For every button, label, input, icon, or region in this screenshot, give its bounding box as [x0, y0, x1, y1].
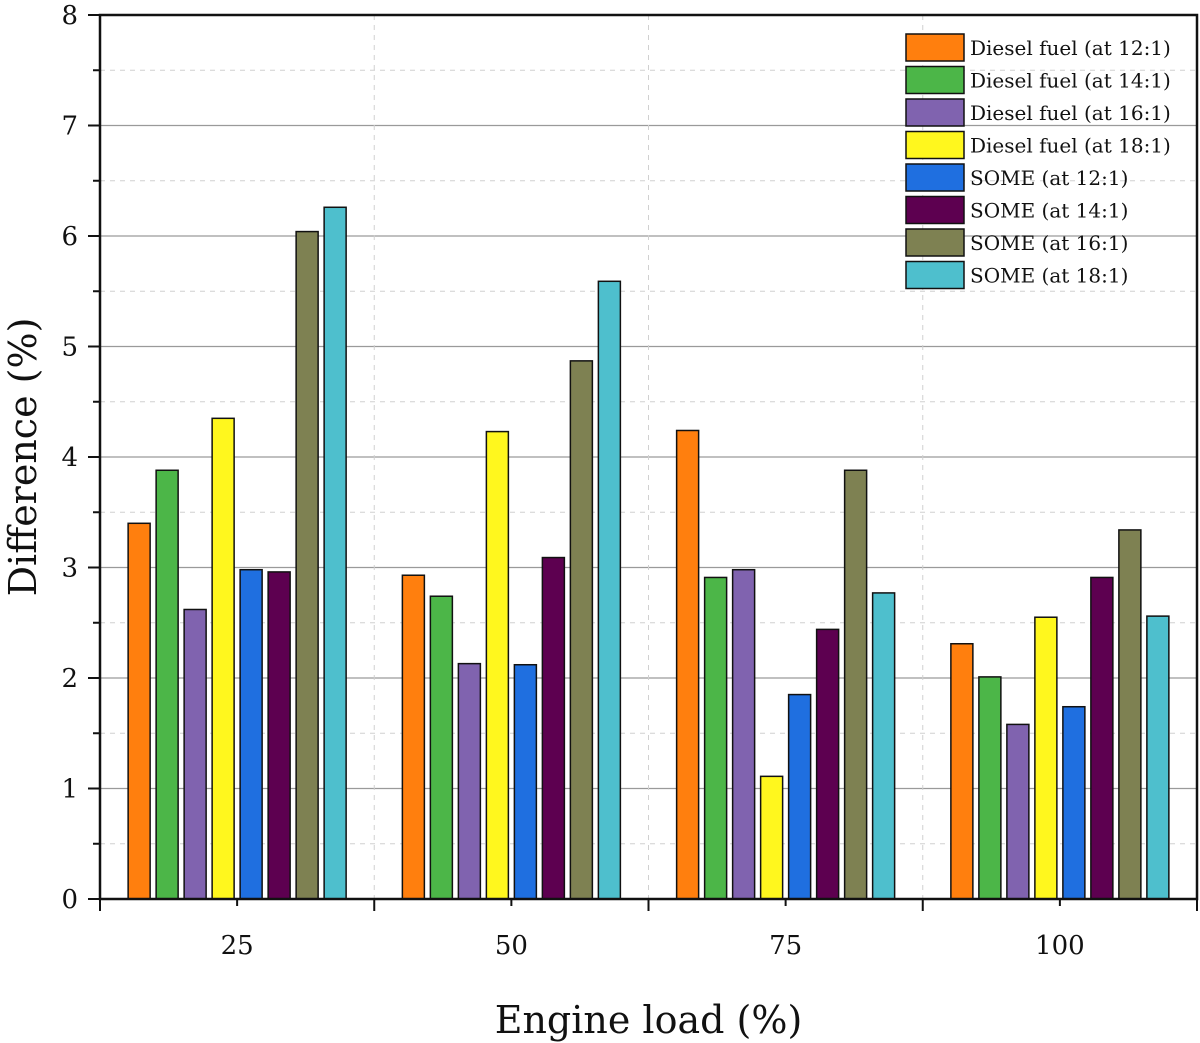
bar: Diesel fuel (at 12:1) / 50: 2.93 [401, 574, 426, 900]
y-tick-label: 0 [61, 885, 78, 915]
bar: Diesel fuel (at 16:1) / 25: 2.62 [183, 608, 207, 900]
bar: Diesel fuel (at 18:1) / 75: 1.11 [759, 775, 784, 900]
bar-groups: Diesel fuel (at 12:1) / 25: 3.4Diesel fu… [127, 206, 1170, 900]
legend: Diesel fuel (at 12:1) Diesel fuel (at 14:… [905, 33, 1171, 290]
legend-item: Diesel fuel (at 16:1) [905, 98, 1171, 127]
legend-swatch [905, 195, 965, 225]
bar: Diesel fuel (at 12:1) / 75: 4.24 [675, 429, 700, 900]
legend-swatch [905, 65, 965, 95]
bar: SOME (at 14:1) / 75: 2.44 [815, 628, 840, 900]
legend-swatch [905, 33, 965, 62]
legend-label: SOME (at 18:1) [970, 264, 1128, 288]
bar: Diesel fuel (at 16:1) / 50: 2.13 [457, 662, 482, 900]
legend-item: SOME (at 18:1) [905, 260, 1128, 290]
bar: Diesel fuel (at 12:1) / 25: 3.4 [127, 522, 151, 900]
bar: SOME (at 18:1) / 75: 2.77 [871, 592, 896, 900]
legend-label: Diesel fuel (at 12:1) [970, 36, 1171, 60]
bar: Diesel fuel (at 14:1) / 25: 3.88 [155, 469, 179, 900]
legend-item: SOME (at 16:1) [905, 228, 1128, 257]
bar: SOME (at 16:1) / 25: 6.04 [295, 230, 319, 900]
x-tick-label: 25 [221, 931, 254, 961]
legend-swatch [905, 260, 965, 290]
legend-item: SOME (at 12:1) [905, 163, 1128, 192]
bar-group-75: Diesel fuel (at 12:1) / 75: 4.24Diesel f… [675, 429, 896, 900]
y-axis-title: Difference (%) [1, 318, 45, 597]
x-tick-label: 100 [1035, 931, 1085, 961]
x-tick-label: 50 [495, 931, 528, 961]
bar: Diesel fuel (at 16:1) / 100: 1.58 [1006, 723, 1030, 900]
legend-item: Diesel fuel (at 14:1) [905, 65, 1171, 95]
bar: Diesel fuel (at 18:1) / 25: 4.35 [211, 417, 235, 900]
bar: SOME (at 12:1) / 25: 2.98 [239, 568, 263, 900]
y-tick-label: 3 [61, 554, 78, 584]
y-tick-label: 5 [61, 333, 78, 363]
bar: Diesel fuel (at 12:1) / 100: 2.31 [950, 642, 974, 900]
bar: SOME (at 16:1) / 100: 3.34 [1118, 529, 1142, 900]
bar: Diesel fuel (at 18:1) / 100: 2.55 [1034, 616, 1058, 900]
legend-label: Diesel fuel (at 14:1) [970, 69, 1171, 93]
y-tick-label: 6 [61, 222, 78, 252]
bar: SOME (at 12:1) / 100: 1.74 [1062, 705, 1086, 900]
y-tick-label: 4 [61, 443, 78, 473]
bar: SOME (at 18:1) / 25: 6.26 [323, 206, 347, 900]
bar: SOME (at 14:1) / 25: 2.96 [267, 571, 291, 900]
legend-label: SOME (at 12:1) [970, 166, 1128, 190]
y-axis-ticks: 0 1 2 3 4 5 6 7 8 [61, 1, 100, 915]
legend-label: SOME (at 16:1) [970, 231, 1128, 255]
bar: SOME (at 14:1) / 50: 3.09 [541, 556, 566, 900]
y-tick-label: 1 [61, 775, 78, 805]
legend-label: Diesel fuel (at 16:1) [970, 101, 1171, 125]
legend-label: SOME (at 14:1) [970, 199, 1128, 223]
legend-swatch [905, 228, 965, 257]
bar: Diesel fuel (at 14:1) / 100: 2.01 [978, 676, 1002, 900]
bar-group-100: Diesel fuel (at 12:1) / 100: 2.31Diesel … [950, 529, 1170, 900]
legend-item: Diesel fuel (at 18:1) [905, 130, 1171, 160]
bar: SOME (at 12:1) / 75: 1.85 [787, 693, 812, 900]
bar-group-25: Diesel fuel (at 12:1) / 25: 3.4Diesel fu… [127, 206, 347, 900]
y-tick-label: 8 [61, 1, 78, 31]
bar: Diesel fuel (at 14:1) / 50: 2.74 [429, 595, 454, 900]
legend-label: Diesel fuel (at 18:1) [970, 134, 1171, 158]
bar: SOME (at 14:1) / 100: 2.91 [1090, 576, 1114, 900]
bar: SOME (at 18:1) / 50: 5.59 [597, 280, 622, 900]
bar-group-50: Diesel fuel (at 12:1) / 50: 2.93Diesel f… [401, 280, 622, 900]
legend-item: SOME (at 14:1) [905, 195, 1128, 225]
bar: SOME (at 18:1) / 100: 2.56 [1146, 615, 1170, 900]
legend-swatch [905, 163, 965, 192]
bar: Diesel fuel (at 18:1) / 50: 4.23 [485, 430, 510, 900]
bar: SOME (at 16:1) / 50: 4.87 [569, 360, 594, 900]
x-tick-label: 75 [769, 931, 802, 961]
x-axis-ticks: 25 50 75 100 [99, 899, 1198, 961]
bar: SOME (at 12:1) / 50: 2.12 [513, 663, 538, 900]
legend-item: Diesel fuel (at 12:1) [905, 33, 1171, 62]
legend-swatch [905, 98, 965, 127]
x-axis-title: Engine load (%) [495, 998, 803, 1042]
bar: Diesel fuel (at 16:1) / 75: 2.98 [731, 568, 756, 900]
y-tick-label: 2 [61, 664, 78, 694]
y-tick-label: 7 [61, 112, 78, 142]
bar: Diesel fuel (at 14:1) / 75: 2.91 [703, 576, 728, 900]
bar: SOME (at 16:1) / 75: 3.88 [843, 469, 868, 900]
legend-swatch [905, 130, 965, 160]
